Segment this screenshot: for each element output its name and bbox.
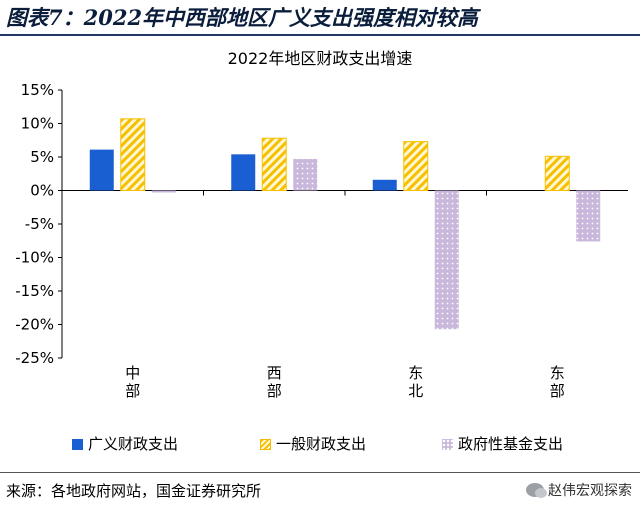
chart-legend: 广义财政支出 一般财政支出 政府性基金支出 <box>72 430 632 458</box>
legend-label-fund: 政府性基金支出 <box>458 435 564 453</box>
chart-axes: 15% 10% 5% 0% -5% -10% -15% -20% -25% 中部 西部 东北 东部 <box>15 81 628 400</box>
footer-rule <box>0 472 640 473</box>
y-tick-label: -20% <box>15 316 54 334</box>
y-tick-label: -25% <box>15 349 54 367</box>
bar-general <box>403 141 429 191</box>
chart-title: 2022年地区财政支出增速 <box>228 49 413 68</box>
y-tick-label: 15% <box>21 81 54 99</box>
y-tick-label: 5% <box>30 148 54 166</box>
legend-swatch-general <box>260 439 271 450</box>
bar-fund <box>576 190 601 242</box>
wechat-icon <box>526 483 547 498</box>
bar-general <box>261 137 287 191</box>
bar-chart: 2022年地区财政支出增速 15% 10% 5% 0% -5% -10% -15% -20% -… <box>15 49 628 400</box>
y-tick-label: 10% <box>21 115 54 133</box>
x-category-label: 西部 <box>267 364 282 400</box>
brand-name: 赵伟宏观探索 <box>548 483 632 499</box>
y-tick-label: -10% <box>15 249 54 267</box>
legend-label-general: 一般财政支出 <box>276 435 367 453</box>
legend-item-broad: 广义财政支出 <box>72 430 178 458</box>
bar-fund <box>434 190 459 330</box>
legend-swatch-fund <box>442 439 453 450</box>
bar-broad <box>372 179 397 191</box>
y-tick-label: -5% <box>25 215 54 233</box>
x-category-label: 东北 <box>408 364 423 400</box>
legend-item-fund: 政府性基金支出 <box>442 430 563 458</box>
bar-fund <box>293 159 318 191</box>
legend-swatch-broad <box>72 439 83 450</box>
x-category-label: 东部 <box>550 364 565 400</box>
y-tick-label: -15% <box>15 282 54 300</box>
y-tick-label: 0% <box>30 182 54 200</box>
bar-general <box>120 118 146 191</box>
figure-title: 图表7：2022年中西部地区广义支出强度相对较高 <box>6 5 479 30</box>
source-note: 来源：各地政府网站，国金证券研究所 <box>6 482 262 500</box>
brand-watermark: 赵伟宏观探索 <box>526 477 632 505</box>
legend-item-general: 一般财政支出 <box>260 430 366 458</box>
chart-bars <box>89 118 601 330</box>
title-rule <box>0 34 640 36</box>
bar-general <box>544 155 570 191</box>
bar-broad <box>89 149 114 191</box>
legend-label-broad: 广义财政支出 <box>88 435 179 453</box>
bar-broad <box>231 154 256 191</box>
bar-fund <box>151 190 176 193</box>
x-category-label: 中部 <box>125 364 140 400</box>
